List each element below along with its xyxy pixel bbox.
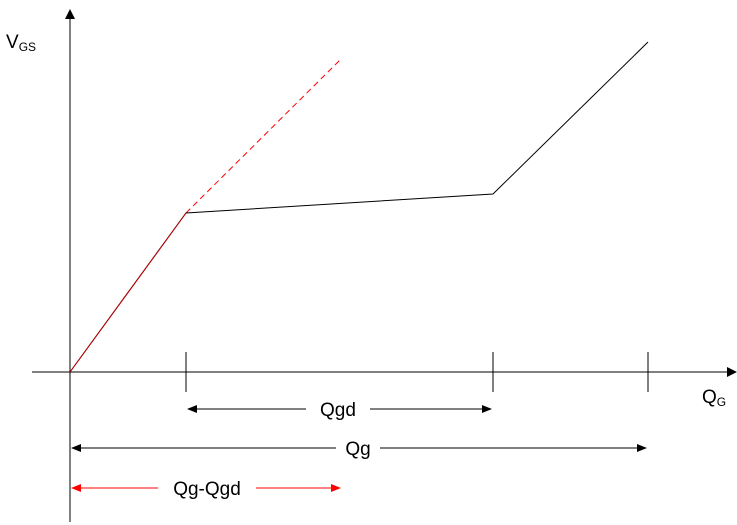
- x-axis-label-main: Q: [702, 387, 717, 408]
- y-axis-label: VGS: [6, 32, 36, 54]
- y-axis-label-main: V: [6, 32, 19, 53]
- initial-slope-segment: [69, 212, 187, 373]
- y-axis-label-sub: GS: [19, 40, 36, 54]
- qg-label: Qg: [345, 439, 370, 460]
- qgd-label: Qgd: [320, 400, 356, 421]
- x-axis-label-sub: G: [717, 395, 726, 409]
- vgs-curve: [69, 41, 649, 373]
- qg-minus-qgd-label: Qg-Qgd: [173, 479, 241, 500]
- extrapolation-dashed-line: [185, 57, 343, 214]
- x-axis-label: QG: [702, 387, 726, 409]
